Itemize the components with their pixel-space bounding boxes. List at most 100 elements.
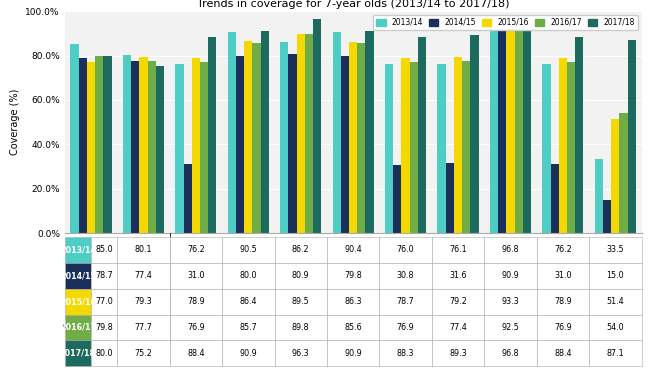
Text: 79.8: 79.8 bbox=[344, 271, 362, 280]
Bar bbox=[575, 37, 583, 233]
Bar bbox=[589, 314, 642, 340]
Bar bbox=[117, 289, 170, 314]
Bar bbox=[91, 289, 117, 314]
Bar bbox=[170, 340, 222, 366]
Text: 86.2: 86.2 bbox=[292, 245, 310, 254]
Text: 77.0: 77.0 bbox=[95, 297, 113, 306]
Text: 76.9: 76.9 bbox=[397, 323, 415, 332]
Text: 86.4: 86.4 bbox=[240, 297, 257, 306]
Bar bbox=[432, 263, 484, 289]
Text: 77.7: 77.7 bbox=[135, 323, 152, 332]
Bar bbox=[567, 63, 575, 233]
Bar bbox=[280, 42, 288, 233]
Bar bbox=[176, 64, 183, 233]
Text: 78.7: 78.7 bbox=[397, 297, 415, 306]
Text: 75.2: 75.2 bbox=[135, 349, 152, 358]
Bar bbox=[432, 340, 484, 366]
Legend: 2013/14, 2014/15, 2015/16, 2016/17, 2017/18: 2013/14, 2014/15, 2015/16, 2016/17, 2017… bbox=[373, 15, 638, 30]
Bar bbox=[192, 58, 200, 233]
Text: 76.1: 76.1 bbox=[449, 245, 467, 254]
Bar bbox=[402, 58, 410, 233]
Text: 88.4: 88.4 bbox=[554, 349, 572, 358]
Bar bbox=[123, 55, 131, 233]
Text: 90.5: 90.5 bbox=[239, 245, 257, 254]
Bar bbox=[498, 31, 506, 233]
Bar bbox=[275, 340, 327, 366]
Text: 89.5: 89.5 bbox=[292, 297, 310, 306]
Text: 76.2: 76.2 bbox=[554, 245, 572, 254]
Text: 78.9: 78.9 bbox=[554, 297, 572, 306]
Bar bbox=[91, 340, 117, 366]
Bar bbox=[462, 61, 470, 233]
Text: 78.7: 78.7 bbox=[95, 271, 113, 280]
Bar bbox=[170, 237, 222, 263]
Bar bbox=[236, 56, 244, 233]
Text: 78.9: 78.9 bbox=[187, 297, 205, 306]
Bar bbox=[222, 289, 275, 314]
Bar bbox=[341, 56, 349, 233]
Bar bbox=[200, 63, 208, 233]
Bar bbox=[446, 163, 454, 233]
Bar bbox=[117, 237, 170, 263]
Bar bbox=[327, 314, 379, 340]
Text: 96.3: 96.3 bbox=[292, 349, 310, 358]
Bar bbox=[244, 41, 253, 233]
Text: 33.5: 33.5 bbox=[607, 245, 624, 254]
Bar bbox=[170, 314, 222, 340]
Bar bbox=[275, 289, 327, 314]
Text: 85.0: 85.0 bbox=[95, 245, 113, 254]
Bar bbox=[470, 35, 478, 233]
Bar bbox=[275, 237, 327, 263]
Text: 77.4: 77.4 bbox=[135, 271, 152, 280]
Bar bbox=[537, 237, 589, 263]
Bar bbox=[131, 61, 139, 233]
Bar bbox=[313, 19, 321, 233]
Bar bbox=[379, 289, 432, 314]
Bar bbox=[437, 64, 446, 233]
Text: 90.4: 90.4 bbox=[344, 245, 362, 254]
Bar bbox=[65, 237, 91, 263]
Text: 31.0: 31.0 bbox=[554, 271, 572, 280]
Bar bbox=[506, 26, 515, 233]
Bar bbox=[537, 263, 589, 289]
Bar bbox=[228, 32, 236, 233]
Bar bbox=[537, 340, 589, 366]
Text: 31.6: 31.6 bbox=[449, 271, 467, 280]
Bar bbox=[208, 37, 216, 233]
Bar bbox=[484, 237, 537, 263]
Bar bbox=[379, 263, 432, 289]
Bar bbox=[91, 263, 117, 289]
Bar bbox=[603, 200, 611, 233]
Bar bbox=[484, 263, 537, 289]
Bar bbox=[589, 237, 642, 263]
Text: 77.4: 77.4 bbox=[449, 323, 467, 332]
Bar bbox=[222, 237, 275, 263]
Bar bbox=[103, 56, 111, 233]
Bar bbox=[379, 340, 432, 366]
Bar bbox=[65, 340, 91, 366]
Bar bbox=[357, 43, 365, 233]
Bar bbox=[379, 314, 432, 340]
Text: 89.8: 89.8 bbox=[292, 323, 310, 332]
Bar bbox=[170, 263, 222, 289]
Text: 88.3: 88.3 bbox=[397, 349, 414, 358]
Bar bbox=[275, 263, 327, 289]
Bar bbox=[327, 340, 379, 366]
Bar bbox=[305, 34, 313, 233]
Bar bbox=[288, 54, 297, 233]
Bar bbox=[432, 289, 484, 314]
Text: 88.4: 88.4 bbox=[187, 349, 205, 358]
Text: 86.3: 86.3 bbox=[344, 297, 362, 306]
Text: 2016/17: 2016/17 bbox=[60, 323, 96, 332]
Bar bbox=[95, 56, 103, 233]
Bar bbox=[484, 314, 537, 340]
Bar bbox=[170, 289, 222, 314]
Bar bbox=[379, 237, 432, 263]
Bar bbox=[87, 62, 95, 233]
Y-axis label: Coverage (%): Coverage (%) bbox=[10, 89, 20, 155]
Bar bbox=[139, 57, 148, 233]
Bar bbox=[418, 37, 426, 233]
Bar bbox=[183, 164, 192, 233]
Bar bbox=[385, 64, 393, 233]
Text: 76.9: 76.9 bbox=[187, 323, 205, 332]
